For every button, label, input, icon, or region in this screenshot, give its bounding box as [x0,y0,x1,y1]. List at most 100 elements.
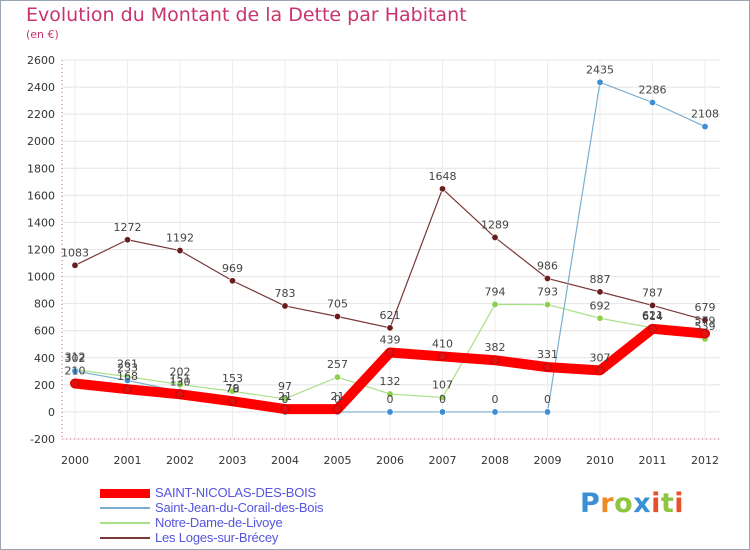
x-tick-label: 2010 [586,454,614,467]
y-tick-label: 1800 [27,162,55,175]
data-label: 21 [331,390,345,403]
data-label: 97 [278,380,292,393]
data-label: 692 [590,299,611,312]
data-label: 621 [380,309,401,322]
y-tick-label: 1000 [27,271,55,284]
series-notre-dame-de-livoye [71,300,709,403]
data-point [543,362,552,372]
legend-label: Notre-Dame-de-Livoye [155,515,283,530]
x-tick-label: 2000 [61,454,89,467]
data-point [595,365,605,375]
data-point [438,185,446,193]
data-point [701,316,709,324]
logo-letter: i [674,488,685,519]
data-label: 107 [432,378,453,391]
data-point [490,355,500,365]
data-label: 787 [642,286,663,299]
data-label: 410 [432,337,453,350]
data-point [176,381,184,389]
x-tick-label: 2002 [166,454,194,467]
data-point [386,324,394,332]
logo-letter: t [660,488,675,519]
data-label: 76 [226,383,240,396]
legend-item: SAINT-NICOLAS-DES-BOIS [100,485,400,501]
data-label: 794 [485,285,506,298]
x-tick-label: 2003 [219,454,247,467]
y-tick-label: 1600 [27,189,55,202]
data-point [543,301,551,309]
x-tick-label: 2007 [429,454,457,467]
series-les-loges-sur-bre-cey [71,185,709,332]
legend-label: Les Loges-sur-Brécey [155,530,279,545]
data-point [281,302,289,310]
legend-item: Les Loges-sur-Brécey [100,530,400,546]
data-label: 0 [282,393,289,406]
data-point [648,301,656,309]
data-label: 2286 [639,84,667,97]
y-tick-label: 200 [34,379,55,392]
chart-subtitle: (en €) [26,28,59,41]
data-point [281,395,289,403]
data-label: 621 [642,309,663,322]
data-point [700,329,710,339]
data-point [229,277,237,285]
data-point [648,324,657,334]
data-label: 439 [380,334,401,347]
x-tick-label: 2011 [639,454,667,467]
data-label: 79 [226,382,240,395]
data-label: 783 [275,287,296,300]
proxiti-logo: Proxiti [580,488,684,519]
data-label: 130 [170,375,191,388]
data-point [124,376,132,384]
logo-letter: i [651,488,661,519]
y-tick-label: 2600 [27,54,55,67]
y-tick-label: 600 [34,325,55,338]
data-point [543,274,551,282]
data-point [438,393,446,401]
data-label: 1083 [61,246,89,259]
data-label: 2435 [586,63,614,76]
data-point [71,261,79,269]
data-label: 168 [117,370,138,383]
logo-letter: x [633,488,652,519]
y-tick-label: 800 [34,298,55,311]
data-point [648,99,656,107]
y-tick-label: -200 [30,433,55,446]
data-label: 969 [222,262,243,275]
x-tick-label: 2012 [691,454,719,467]
data-label: 579 [695,315,716,328]
legend: SAINT-NICOLAS-DES-BOIS Saint-Jean-du-Cora… [100,485,400,546]
data-label: 261 [117,358,138,371]
x-tick-label: 2009 [534,454,562,467]
data-label: 986 [537,259,558,272]
legend-swatch [100,488,150,498]
data-point [701,123,709,131]
data-label: 0 [334,393,341,406]
data-label: 382 [485,341,506,354]
data-label: 307 [590,351,611,364]
data-label: 0 [439,393,446,406]
y-tick-label: 400 [34,352,55,365]
x-tick-label: 2008 [481,454,509,467]
legend-swatch [100,507,150,509]
data-point [176,247,184,255]
data-point [438,408,446,416]
data-point [543,408,551,416]
data-point [386,390,394,398]
x-tick-label: 2001 [114,454,142,467]
data-point [333,373,341,381]
data-label: 0 [544,393,551,406]
data-label: 539 [695,320,716,333]
y-tick-label: 2200 [27,108,55,121]
legend-label: Saint-Jean-du-Corail-des-Bois [155,500,324,515]
legend-item: Notre-Dame-de-Livoye [100,515,400,531]
data-label: 151 [170,372,191,385]
data-point [124,236,132,244]
data-point [175,389,185,399]
data-label: 1289 [481,218,509,231]
data-label: 1192 [166,232,194,245]
legend-swatch [100,537,150,539]
data-label: 153 [222,372,243,385]
data-label: 705 [327,298,348,311]
